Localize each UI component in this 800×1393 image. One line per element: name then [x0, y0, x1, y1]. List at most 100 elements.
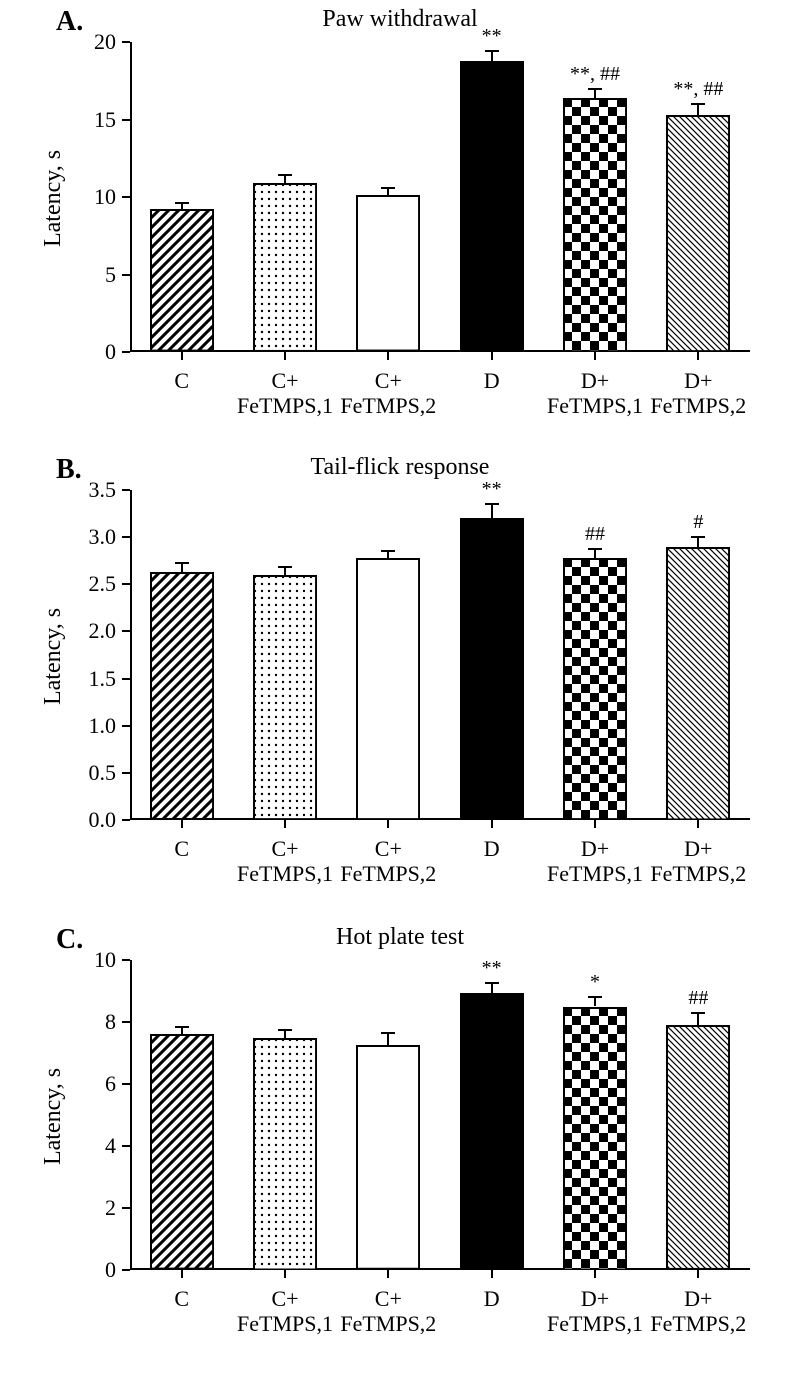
y-tick-label: 1.0 — [60, 713, 116, 739]
error-bar-cap — [691, 536, 705, 538]
y-tick — [122, 1269, 130, 1271]
y-tick-label: 2 — [60, 1195, 116, 1221]
y-tick-label: 0 — [60, 339, 116, 365]
y-tick-label: 0.5 — [60, 760, 116, 786]
x-tick — [181, 1270, 183, 1278]
error-bar-cap — [485, 50, 499, 52]
x-tick — [387, 820, 389, 828]
bar — [666, 115, 730, 352]
error-bar — [697, 104, 699, 115]
error-bar — [284, 1030, 286, 1038]
x-tick — [491, 352, 493, 360]
bar — [253, 183, 317, 352]
panel-a: A. Paw withdrawal Latency, s 05101520CC+… — [0, 0, 800, 432]
x-category-label: C+FeTMPS,2 — [333, 368, 443, 419]
x-tick — [697, 352, 699, 360]
panel-c-plot: 0246810CC+FeTMPS,1C+FeTMPS,2**D*D+FeTMPS… — [130, 960, 750, 1270]
x-tick — [181, 352, 183, 360]
y-tick — [122, 1145, 130, 1147]
y-tick-label: 2.5 — [60, 571, 116, 597]
x-category-label: D+FeTMPS,1 — [540, 1286, 650, 1337]
y-tick — [122, 274, 130, 276]
error-bar — [697, 1013, 699, 1025]
bar — [666, 547, 730, 820]
y-tick — [122, 959, 130, 961]
x-category-label: C — [127, 1286, 237, 1311]
error-bar — [491, 504, 493, 518]
error-bar-cap — [691, 1012, 705, 1014]
y-axis — [130, 490, 132, 820]
x-tick — [594, 352, 596, 360]
x-category-label: C+FeTMPS,1 — [230, 1286, 340, 1337]
error-bar-cap — [588, 88, 602, 90]
error-bar — [387, 1033, 389, 1045]
error-bar-cap — [381, 1032, 395, 1034]
significance-label: ** — [447, 478, 537, 501]
bar — [563, 98, 627, 352]
x-tick — [387, 352, 389, 360]
bar — [460, 993, 524, 1270]
significance-label: ## — [550, 523, 640, 546]
x-tick — [594, 820, 596, 828]
panel-a-title: Paw withdrawal — [0, 6, 800, 33]
x-category-label: C+FeTMPS,1 — [230, 368, 340, 419]
x-tick — [491, 820, 493, 828]
x-category-label: D+FeTMPS,2 — [643, 1286, 753, 1337]
y-tick — [122, 41, 130, 43]
x-tick — [284, 352, 286, 360]
error-bar — [594, 89, 596, 98]
y-axis — [130, 42, 132, 352]
figure-root: A. Paw withdrawal Latency, s 05101520CC+… — [0, 0, 800, 1393]
error-bar — [284, 567, 286, 575]
y-tick — [122, 583, 130, 585]
x-category-label: C — [127, 368, 237, 393]
x-category-label: D+FeTMPS,1 — [540, 836, 650, 887]
error-bar-cap — [588, 548, 602, 550]
x-category-label: D+FeTMPS,2 — [643, 368, 753, 419]
bar — [666, 1025, 730, 1270]
panel-b-plot: 0.00.51.01.52.02.53.03.5CC+FeTMPS,1C+FeT… — [130, 490, 750, 820]
error-bar — [181, 1027, 183, 1035]
x-category-label: D+FeTMPS,1 — [540, 368, 650, 419]
x-category-label: D — [437, 836, 547, 861]
bar — [563, 558, 627, 820]
y-tick-label: 1.5 — [60, 666, 116, 692]
error-bar-cap — [175, 202, 189, 204]
panel-a-plot: 05101520CC+FeTMPS,1C+FeTMPS,2**D**, ##D+… — [130, 42, 750, 352]
bar — [253, 575, 317, 820]
significance-label: ** — [447, 957, 537, 980]
significance-label: **, ## — [550, 63, 640, 86]
y-tick — [122, 196, 130, 198]
significance-label: **, ## — [653, 78, 743, 101]
y-tick-label: 20 — [60, 29, 116, 55]
x-category-label: D — [437, 368, 547, 393]
error-bar-cap — [278, 566, 292, 568]
y-tick-label: 8 — [60, 1009, 116, 1035]
x-category-label: C+FeTMPS,2 — [333, 1286, 443, 1337]
y-tick — [122, 351, 130, 353]
error-bar — [697, 537, 699, 546]
x-category-label: D — [437, 1286, 547, 1311]
x-category-label: C+FeTMPS,1 — [230, 836, 340, 887]
bar — [356, 558, 420, 820]
error-bar-cap — [175, 1026, 189, 1028]
y-tick-label: 15 — [60, 107, 116, 133]
y-tick — [122, 489, 130, 491]
bar — [150, 572, 214, 820]
panel-b-title: Tail-flick response — [0, 454, 800, 481]
error-bar — [181, 563, 183, 572]
error-bar — [491, 983, 493, 992]
bar — [356, 195, 420, 352]
y-tick-label: 6 — [60, 1071, 116, 1097]
bar — [460, 61, 524, 352]
x-tick — [491, 1270, 493, 1278]
y-tick-label: 3.0 — [60, 524, 116, 550]
bar — [460, 518, 524, 820]
x-tick — [594, 1270, 596, 1278]
y-tick-label: 3.5 — [60, 477, 116, 503]
x-category-label: C+FeTMPS,2 — [333, 836, 443, 887]
y-tick-label: 4 — [60, 1133, 116, 1159]
y-tick — [122, 725, 130, 727]
bar — [150, 209, 214, 352]
x-tick — [181, 820, 183, 828]
